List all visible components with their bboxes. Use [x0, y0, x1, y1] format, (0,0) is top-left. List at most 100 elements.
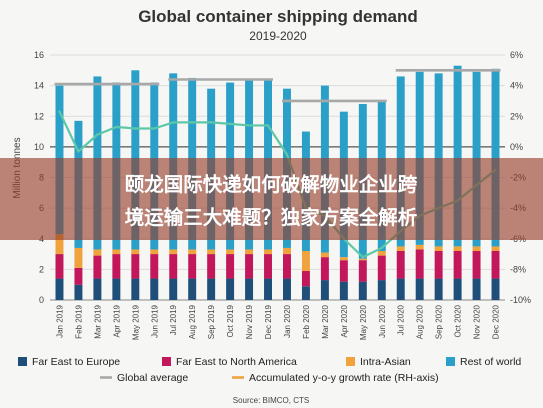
legend-label: Far East to Europe [32, 356, 120, 368]
accumulated-growth-point [228, 122, 232, 126]
left-tick-label: 10 [34, 142, 44, 152]
x-tick-label: Jul 2019 [169, 304, 178, 335]
bar-intra-asian [93, 249, 102, 256]
banner-background [0, 158, 543, 240]
bar-far-east-europe [245, 278, 254, 300]
bar-intra-asian [415, 244, 424, 250]
chart-subtitle: 2019-2020 [249, 29, 307, 43]
bar-far-east-europe [301, 286, 310, 300]
x-tick-label: May 2020 [359, 304, 368, 340]
bar-intra-asian [226, 249, 235, 255]
left-tick-label: 12 [34, 111, 44, 121]
accumulated-growth-point [134, 127, 137, 130]
bar-intra-asian [245, 249, 254, 255]
x-tick-label: Oct 2019 [226, 304, 235, 337]
right-tick-label: 6% [510, 50, 523, 60]
bar-intra-asian [377, 251, 386, 256]
bar-far-east-na [377, 255, 386, 281]
accumulated-growth-point [58, 110, 61, 113]
bar-intra-asian [339, 257, 348, 261]
bar-far-east-europe [93, 278, 102, 300]
bar-intra-asian [150, 249, 159, 255]
bar-far-east-europe [472, 278, 481, 300]
bar-far-east-na [74, 267, 83, 285]
right-tick-label: -10% [510, 295, 531, 305]
bar-intra-asian [112, 249, 121, 255]
bar-far-east-europe [264, 278, 273, 300]
left-tick-label: 0 [39, 295, 44, 305]
bar-far-east-na [282, 254, 291, 279]
bar-intra-asian [188, 249, 197, 255]
bar-far-east-na [188, 254, 197, 279]
left-tick-label: 2 [39, 264, 44, 274]
bar-far-east-na [207, 254, 216, 279]
legend-label: Accumulated y-o-y growth rate (RH-axis) [249, 372, 439, 384]
bar-far-east-europe [131, 278, 140, 300]
x-tick-label: Feb 2020 [302, 304, 311, 338]
x-tick-label: Jan 2020 [283, 304, 292, 337]
bar-far-east-europe [150, 278, 159, 300]
legend-swatch [162, 357, 171, 366]
accumulated-growth-point [115, 125, 118, 129]
bar-far-east-europe [169, 278, 178, 300]
x-tick-label: Apr 2019 [112, 304, 121, 337]
bar-far-east-europe [226, 278, 235, 300]
bar-far-east-na [434, 251, 443, 279]
bar-intra-asian [169, 249, 178, 255]
bar-intra-asian [358, 258, 367, 261]
bar-intra-asian [472, 246, 481, 251]
accumulated-growth-point [172, 121, 175, 124]
x-tick-label: Jul 2020 [397, 304, 406, 335]
legend-label: Global average [117, 372, 188, 384]
right-tick-label: 2% [510, 111, 523, 121]
bar-far-east-na [150, 254, 159, 279]
x-tick-label: Jan 2019 [55, 304, 64, 337]
accumulated-growth-point [285, 153, 289, 156]
bar-far-east-na [264, 254, 273, 279]
x-tick-label: Jun 2020 [378, 304, 387, 337]
bar-intra-asian [131, 249, 140, 255]
legend-label: Intra-Asian [360, 356, 411, 368]
legend-label: Far East to North America [176, 356, 297, 368]
bar-far-east-na [169, 254, 178, 279]
bar-far-east-europe [188, 278, 197, 300]
bar-intra-asian [282, 247, 291, 255]
bar-far-east-europe [74, 284, 83, 300]
bar-intra-asian [207, 249, 216, 255]
bar-far-east-na [339, 260, 348, 282]
left-tick-label: 16 [34, 50, 44, 60]
x-tick-label: Jun 2019 [150, 304, 159, 337]
bar-far-east-na [226, 254, 235, 279]
x-tick-label: Nov 2019 [245, 304, 254, 339]
right-tick-label: 0% [510, 142, 523, 152]
x-tick-label: Feb 2019 [74, 304, 83, 338]
bar-intra-asian [55, 234, 64, 255]
bar-intra-asian [491, 246, 500, 251]
x-axis-ticks: Jan 2019 Feb 2019 Mar 2019 Apr 2019 May 2019… [55, 304, 500, 340]
x-tick-label: Mar 2020 [321, 304, 330, 338]
bar-far-east-na [320, 257, 329, 281]
bar-far-east-europe [453, 278, 462, 300]
accumulated-growth-point [361, 255, 365, 259]
banner-line-1: 颐龙国际快递如何破解物业企业跨 [125, 173, 418, 196]
x-tick-label: Dec 2019 [264, 304, 273, 339]
bar-far-east-europe [320, 280, 329, 300]
x-tick-label: Apr 2020 [340, 304, 349, 337]
bar-far-east-europe [396, 278, 405, 300]
bar-far-east-europe [339, 281, 348, 300]
bar-far-east-europe [112, 278, 121, 300]
overlay-banner: 颐龙国际快递如何破解物业企业跨 境运输三大难题？独家方案全解析 [0, 158, 543, 240]
accumulated-growth-point [77, 150, 80, 153]
bar-far-east-na [55, 254, 64, 279]
x-tick-label: Aug 2019 [188, 304, 197, 339]
bar-far-east-na [472, 251, 481, 279]
bar-intra-asian [453, 246, 462, 251]
bar-intra-asian [301, 251, 310, 271]
bar-far-east-europe [491, 278, 500, 300]
bar-intra-asian [264, 249, 273, 255]
accumulated-growth-point [266, 124, 270, 127]
bar-far-east-europe [377, 280, 386, 300]
bar-far-east-europe [415, 278, 424, 300]
bar-far-east-europe [207, 278, 216, 300]
